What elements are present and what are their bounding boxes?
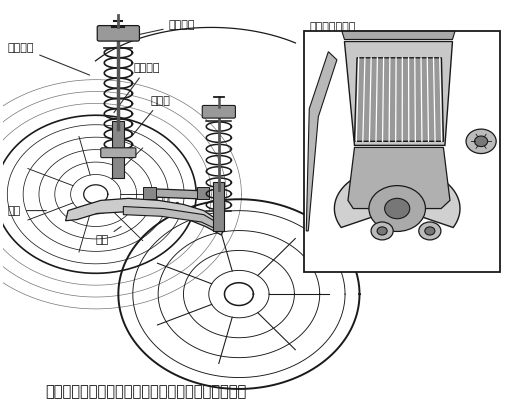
Text: 轮毂: 轮毂: [8, 206, 46, 216]
Text: 弹簧下座: 弹簧下座: [114, 63, 160, 113]
Text: 弹簧上座: 弹簧上座: [129, 20, 195, 37]
Text: 后轴体: 后轴体: [151, 197, 178, 207]
FancyBboxPatch shape: [197, 187, 209, 199]
FancyBboxPatch shape: [304, 31, 500, 272]
Circle shape: [385, 198, 410, 219]
Polygon shape: [146, 189, 208, 199]
Text: 纵臂扭转梁式独立悬架（桑塔纳、捷达轿车后悬架）: 纵臂扭转梁式独立悬架（桑塔纳、捷达轿车后悬架）: [45, 384, 246, 399]
FancyBboxPatch shape: [143, 187, 155, 199]
Circle shape: [419, 222, 441, 240]
FancyBboxPatch shape: [202, 105, 235, 118]
Polygon shape: [213, 182, 225, 231]
Circle shape: [369, 185, 426, 231]
Polygon shape: [123, 206, 223, 232]
Text: 纵臂: 纵臂: [96, 226, 121, 245]
Circle shape: [377, 227, 387, 235]
Circle shape: [371, 222, 393, 240]
Polygon shape: [342, 31, 455, 40]
Text: 螺旋弹簧: 螺旋弹簧: [8, 43, 89, 75]
Polygon shape: [344, 41, 453, 145]
Polygon shape: [355, 58, 443, 141]
FancyBboxPatch shape: [97, 26, 139, 41]
Text: 减振器: 减振器: [133, 95, 171, 135]
Text: 后轴体支架: 后轴体支架: [334, 205, 378, 246]
Polygon shape: [334, 167, 460, 228]
Circle shape: [425, 227, 435, 235]
Polygon shape: [112, 121, 124, 178]
Circle shape: [466, 129, 496, 154]
Polygon shape: [66, 198, 224, 235]
Circle shape: [474, 136, 488, 147]
Polygon shape: [306, 52, 337, 231]
FancyBboxPatch shape: [101, 148, 136, 158]
Polygon shape: [348, 147, 450, 209]
Text: 橡胶－金属支承: 橡胶－金属支承: [309, 22, 367, 40]
